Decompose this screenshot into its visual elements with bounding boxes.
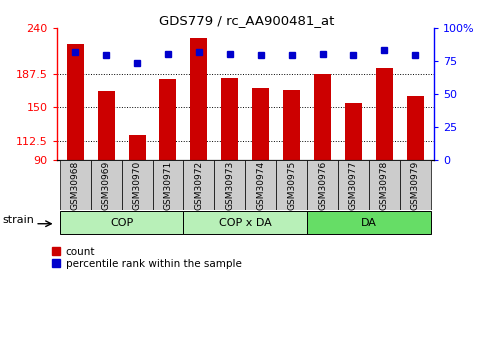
FancyBboxPatch shape: [60, 211, 183, 234]
Text: GSM30968: GSM30968: [70, 161, 80, 210]
Bar: [376, 68, 393, 160]
Text: GSM30973: GSM30973: [225, 161, 234, 210]
Text: GSM30975: GSM30975: [287, 161, 296, 210]
Bar: [190, 38, 208, 160]
FancyBboxPatch shape: [60, 160, 91, 210]
Legend: count, percentile rank within the sample: count, percentile rank within the sample: [52, 247, 242, 269]
FancyBboxPatch shape: [183, 211, 307, 234]
Text: GSM30969: GSM30969: [102, 161, 110, 210]
FancyBboxPatch shape: [307, 211, 431, 234]
Bar: [159, 79, 176, 160]
Text: GSM30971: GSM30971: [164, 161, 173, 210]
Text: GSM30978: GSM30978: [380, 161, 389, 210]
Text: GSM30976: GSM30976: [318, 161, 327, 210]
Text: GSM30979: GSM30979: [411, 161, 420, 210]
FancyBboxPatch shape: [214, 160, 245, 210]
Text: COP x DA: COP x DA: [219, 218, 272, 227]
FancyBboxPatch shape: [307, 160, 338, 210]
FancyBboxPatch shape: [91, 160, 122, 210]
FancyBboxPatch shape: [152, 160, 183, 210]
Text: GSM30977: GSM30977: [349, 161, 358, 210]
Bar: [345, 103, 362, 160]
Bar: [221, 78, 238, 160]
Text: DA: DA: [361, 218, 377, 227]
FancyBboxPatch shape: [400, 160, 431, 210]
Bar: [129, 135, 145, 160]
Text: GSM30970: GSM30970: [133, 161, 141, 210]
Bar: [98, 91, 115, 160]
FancyBboxPatch shape: [338, 160, 369, 210]
FancyBboxPatch shape: [183, 160, 214, 210]
FancyBboxPatch shape: [122, 160, 152, 210]
Text: GSM30972: GSM30972: [194, 161, 204, 210]
Bar: [67, 43, 84, 160]
FancyBboxPatch shape: [276, 160, 307, 210]
Bar: [252, 88, 269, 160]
Bar: [314, 73, 331, 160]
Text: GSM30974: GSM30974: [256, 161, 265, 210]
Text: strain: strain: [3, 215, 35, 225]
Text: GDS779 / rc_AA900481_at: GDS779 / rc_AA900481_at: [159, 14, 334, 27]
Bar: [407, 96, 424, 160]
FancyBboxPatch shape: [369, 160, 400, 210]
Text: COP: COP: [110, 218, 133, 227]
FancyBboxPatch shape: [245, 160, 276, 210]
Bar: [283, 90, 300, 160]
